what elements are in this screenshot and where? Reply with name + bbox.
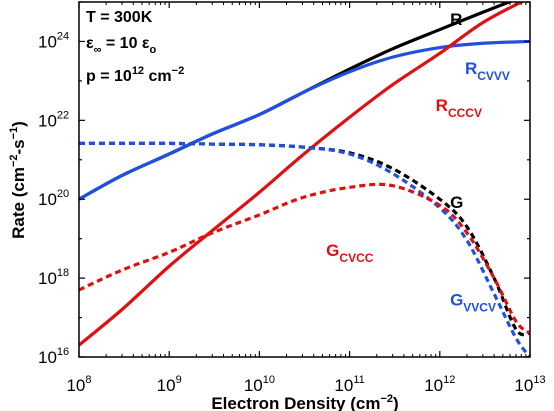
temperature-annotation: T = 300K [86, 9, 153, 26]
density-annotation: p = 1012 cm−2 [86, 65, 184, 85]
series-label-g: G [450, 193, 463, 212]
series-r-cccv-line [79, 2, 525, 347]
series-layer [79, 2, 530, 357]
x-tick-label: 1011 [334, 374, 364, 395]
series-label-g-cvcc: GCVCC [326, 241, 374, 265]
y-tick-label: 1020 [38, 188, 69, 209]
x-tick-label: 108 [66, 374, 91, 395]
x-tick-label: 1012 [424, 374, 455, 395]
x-axis-label: Electron Density (cm−2) [211, 393, 398, 411]
series-g-cvcc-line [79, 182, 530, 335]
y-tick-label: 1018 [38, 267, 69, 288]
series-label-g-vvcv: GVVCV [450, 291, 496, 315]
tick-layer: 108 109 1010 1011 1012 1013 1016 1018 1020 1022 10… [38, 1, 546, 395]
series-label-layer: R RCVVV RCCCV G GVVCV GCVCC [326, 10, 510, 315]
y-tick-label: 1016 [38, 346, 69, 367]
x-tick-label: 1013 [514, 374, 545, 395]
permittivity-annotation: ε∞ = 10 εo [86, 35, 157, 56]
y-axis-label: Rate (cm−2-s−1) [8, 121, 28, 239]
x-tick-label: 1010 [244, 374, 275, 395]
x-tick-label: 109 [157, 374, 182, 395]
series-label-r-cvvv: RCVVV [465, 59, 510, 83]
y-tick-label: 1022 [38, 109, 69, 130]
plot-frame [78, 1, 531, 358]
series-label-r-cccv: RCCCV [436, 96, 482, 120]
series-r-line [79, 2, 514, 201]
series-g-vvcv-line [79, 141, 530, 357]
y-tick-label: 1024 [38, 30, 69, 51]
series-label-r: R [450, 10, 462, 29]
series-r-cvvv-line [79, 39, 530, 201]
